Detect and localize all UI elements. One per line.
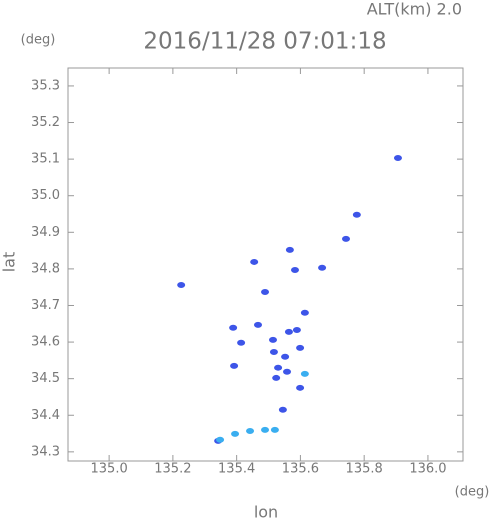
y-tick-label: 35.1 [31,152,60,167]
echo-point [261,426,270,433]
echo-point [300,370,309,377]
x-tick-label: 136.0 [409,462,446,477]
y-tick-label: 34.7 [31,298,60,313]
y-tick-label: 34.6 [31,335,60,350]
plot-frame [67,67,464,462]
echo-point [230,362,239,369]
echo-point [216,436,225,443]
x-tick-label: 135.8 [346,462,383,477]
echo-point [290,266,299,273]
echo-point [296,384,305,391]
echo-point [229,324,238,331]
y-unit: (deg) [21,33,56,48]
echo-point [261,288,270,295]
chart-subtitle: ALT(km) 2.0 [367,0,462,19]
echo-point [352,211,361,218]
echo-point [281,353,290,360]
echo-point [341,235,350,242]
x-tick-label: 135.2 [154,462,191,477]
y-tick-label: 35.0 [31,188,60,203]
x-tick-label: 135.4 [218,462,255,477]
echo-point [283,368,292,375]
y-tick-label: 34.8 [31,261,60,276]
echo-point [237,339,246,346]
x-axis-label: lon [254,503,278,522]
echo-point [272,374,281,381]
y-tick-label: 34.5 [31,371,60,386]
echo-point [300,309,309,316]
echo-point [285,246,294,253]
y-axis-label: lat [0,252,19,273]
echo-point [246,427,255,434]
y-tick-label: 34.9 [31,225,60,240]
echo-point [177,281,186,288]
chart-title: 2016/11/28 07:01:18 [143,29,386,55]
echo-point [292,327,301,333]
echo-point [270,426,279,433]
y-tick-label: 35.3 [31,78,60,93]
echo-point [274,364,283,371]
x-unit: (deg) [455,485,490,500]
y-tick-label: 35.2 [31,115,60,130]
echo-point [278,406,287,413]
echo-point [269,348,278,355]
echo-point [268,336,277,343]
x-tick-label: 135.0 [91,462,128,477]
echo-point [296,344,305,351]
y-tick-label: 34.3 [31,444,60,459]
echo-point [250,258,259,265]
echo-point [231,430,240,437]
echo-point [318,264,327,271]
echo-point [393,155,402,162]
y-tick-label: 34.4 [31,408,60,423]
x-tick-label: 135.6 [282,462,319,477]
echo-point [284,328,293,335]
echo-point [254,321,263,328]
